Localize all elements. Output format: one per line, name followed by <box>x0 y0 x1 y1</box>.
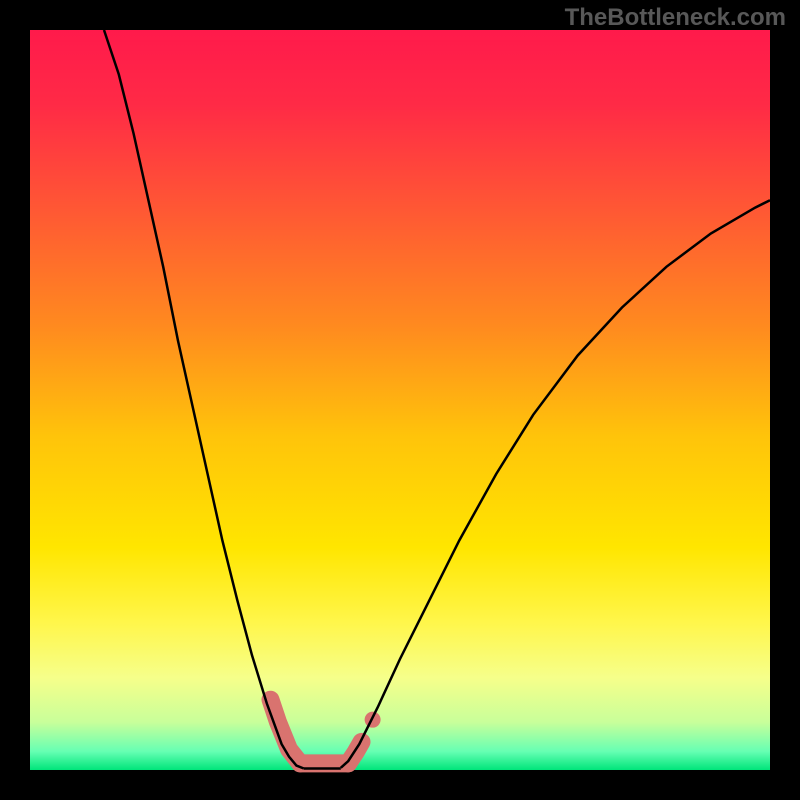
chart-stage: TheBottleneck.com <box>0 0 800 800</box>
curves-layer <box>0 0 800 800</box>
curve-left <box>104 30 304 769</box>
curve-right <box>341 200 770 768</box>
highlight-left-segment <box>271 700 301 764</box>
watermark-text: TheBottleneck.com <box>565 4 786 32</box>
